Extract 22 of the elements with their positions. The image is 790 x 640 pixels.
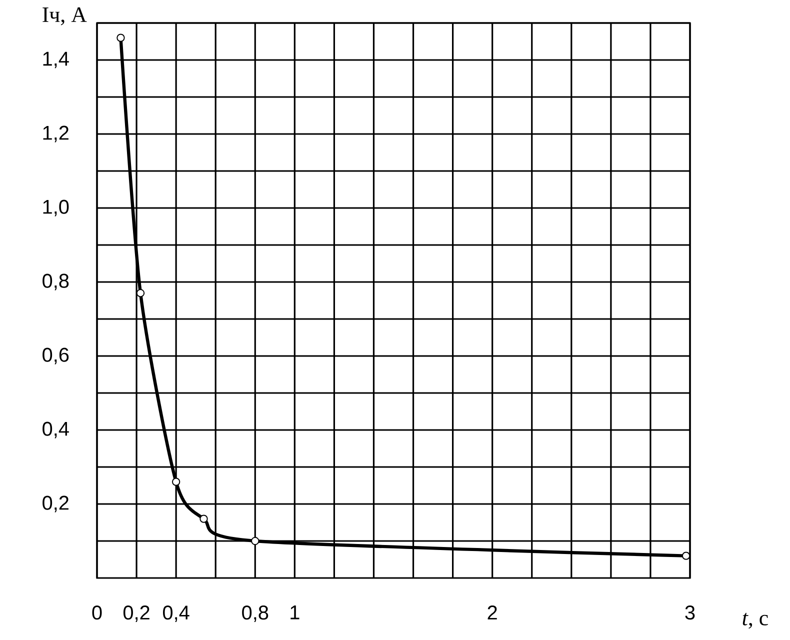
y-tick-label: 1,4: [43, 52, 69, 68]
x-tick-label: 0,8: [242, 606, 268, 622]
point: [172, 478, 180, 486]
point: [136, 288, 145, 298]
x-tick-label: 2: [488, 606, 497, 620]
x-tick-label: 1: [290, 606, 300, 620]
point: [251, 536, 260, 546]
point: [200, 514, 208, 523]
y-tick-label: 1,0: [43, 200, 69, 216]
point: [682, 552, 690, 560]
y-axis-title: Iч, А: [42, 7, 87, 26]
x-tick-label: 0,4: [163, 606, 190, 622]
x-tick-label: 3: [685, 606, 695, 620]
x-tick-label: 0,2: [123, 606, 150, 622]
y-tick-label: 0,4: [42, 422, 69, 438]
y-tick-label: 0,2: [42, 496, 68, 512]
y-tick-label: 0,6: [42, 348, 69, 364]
y-tick-label: 1,2: [43, 126, 68, 142]
x-axis-title: t, с: [742, 612, 768, 629]
point: [116, 34, 125, 42]
y-tick-label: 0,8: [42, 274, 69, 290]
x-tick-label: 0: [92, 606, 102, 620]
